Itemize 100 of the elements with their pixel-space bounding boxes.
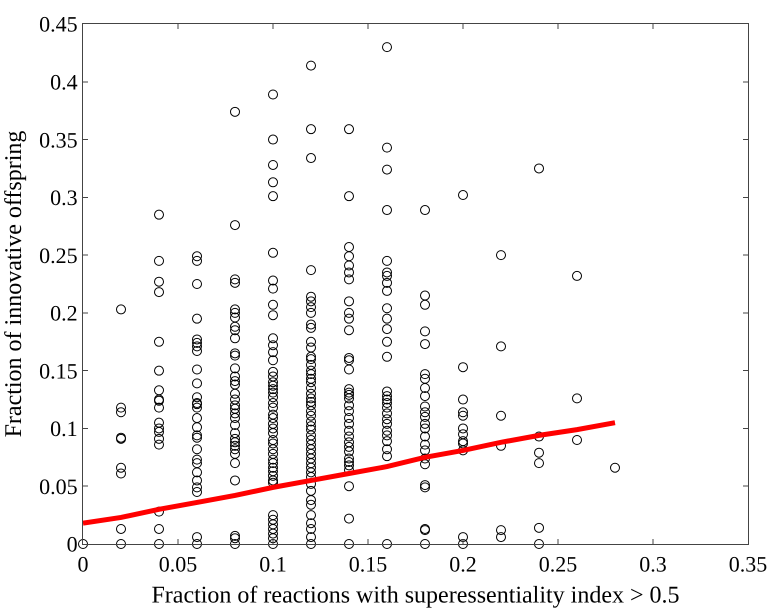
point [154, 539, 164, 549]
point [268, 533, 278, 544]
x-axis-title: Fraction of reactions with superessentiality index > 0.5 [151, 582, 680, 609]
point [192, 279, 202, 289]
point [192, 487, 202, 497]
point [230, 428, 240, 438]
point [230, 325, 240, 336]
point [306, 319, 316, 330]
point [496, 341, 506, 352]
point [268, 514, 278, 525]
point [344, 124, 354, 134]
point [344, 325, 354, 336]
point [230, 394, 240, 405]
point [230, 475, 240, 486]
point [230, 380, 240, 390]
point [306, 342, 316, 353]
point [458, 423, 468, 434]
point [192, 430, 202, 440]
point [192, 458, 202, 468]
point [306, 424, 316, 435]
point [306, 416, 316, 427]
point [382, 286, 392, 296]
point [382, 430, 392, 440]
point [382, 402, 392, 413]
point [154, 287, 164, 298]
point [268, 528, 278, 539]
point [534, 163, 544, 174]
x-tick-label: 0.15 [348, 551, 388, 576]
point [192, 432, 202, 443]
point [458, 539, 468, 549]
point [230, 533, 240, 544]
point [192, 341, 202, 352]
point [268, 177, 278, 188]
point [458, 429, 468, 440]
point [230, 413, 240, 424]
point [382, 539, 392, 549]
point [306, 495, 316, 506]
point [268, 248, 278, 258]
point [192, 256, 202, 266]
point [420, 326, 430, 336]
x-tick-label: 0.35 [728, 551, 768, 576]
point [420, 423, 430, 434]
point [420, 205, 430, 216]
point [344, 191, 354, 202]
point [344, 446, 354, 457]
point [382, 394, 392, 405]
point [382, 270, 392, 281]
point [154, 402, 164, 413]
point [458, 362, 468, 372]
point [344, 406, 354, 416]
point [458, 532, 468, 542]
point [230, 322, 240, 332]
point [420, 459, 430, 470]
point [230, 278, 240, 288]
point [420, 401, 430, 412]
point [420, 432, 430, 442]
point [382, 352, 392, 362]
point [344, 393, 354, 404]
point [306, 369, 316, 380]
point [420, 300, 430, 310]
point [268, 448, 278, 459]
point [268, 191, 278, 202]
point [306, 400, 316, 410]
point [344, 442, 354, 452]
point [306, 510, 316, 520]
point [572, 270, 582, 281]
point [496, 525, 506, 536]
point [230, 408, 240, 418]
point [268, 438, 278, 448]
point [496, 410, 506, 421]
point [306, 430, 316, 440]
point [344, 418, 354, 429]
y-tick-label: 0.2 [50, 300, 78, 326]
point [344, 296, 354, 306]
x-tick-label: 0.2 [449, 551, 477, 576]
point [230, 348, 240, 358]
point [344, 274, 354, 284]
point [230, 420, 240, 430]
point [534, 458, 544, 468]
point [344, 514, 354, 524]
point [306, 153, 316, 164]
y-tick-label: 0.25 [39, 242, 78, 268]
point [344, 251, 354, 262]
point [382, 314, 392, 324]
y-tick-label: 0.4 [50, 69, 78, 94]
point [306, 539, 316, 549]
point [230, 304, 240, 314]
point [306, 410, 316, 421]
point [268, 398, 278, 408]
point [192, 338, 202, 348]
point [344, 460, 354, 470]
point [230, 448, 240, 459]
point [230, 437, 240, 448]
point [192, 475, 202, 486]
point [268, 134, 278, 145]
point [154, 385, 164, 396]
point [268, 458, 278, 468]
y-tick-label: 0.15 [39, 358, 78, 384]
point [344, 413, 354, 424]
point [116, 539, 126, 549]
